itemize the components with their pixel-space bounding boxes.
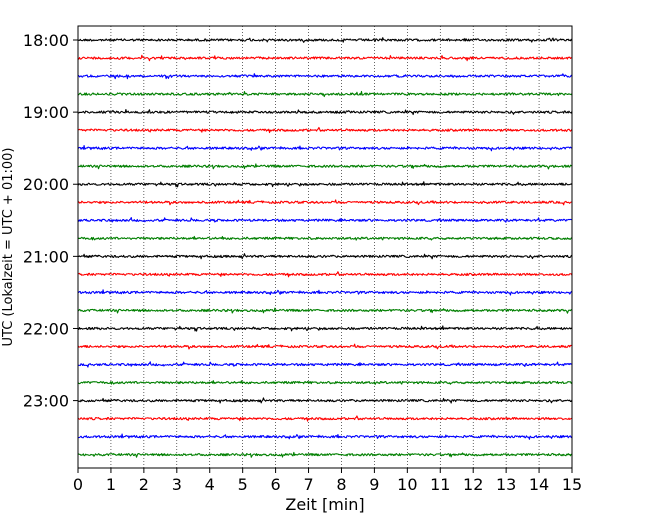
trace-2115 bbox=[77, 271, 573, 278]
trace-1845 bbox=[77, 90, 573, 98]
x-tick-label: 10 bbox=[397, 475, 417, 494]
y-tick-label: 21:00 bbox=[23, 247, 69, 266]
trace-2245 bbox=[77, 380, 573, 385]
trace-2145 bbox=[77, 307, 573, 314]
trace-2045 bbox=[77, 235, 573, 241]
trace-1830 bbox=[77, 73, 573, 80]
x-tick-label: 7 bbox=[303, 475, 313, 494]
trace-2015 bbox=[77, 199, 573, 206]
x-tick-label: 11 bbox=[430, 475, 450, 494]
trace-2215 bbox=[77, 343, 573, 350]
trace-1915 bbox=[77, 126, 573, 134]
trace-2130 bbox=[77, 289, 573, 296]
trace-1900 bbox=[77, 109, 573, 116]
x-tick-label: 13 bbox=[496, 475, 516, 494]
y-tick-label: 23:00 bbox=[23, 392, 69, 411]
x-axis-label: Zeit [min] bbox=[285, 495, 364, 514]
trace-2000 bbox=[77, 181, 573, 188]
x-tick-label: 0 bbox=[73, 475, 83, 494]
trace-2300 bbox=[77, 397, 573, 404]
trace-2345 bbox=[77, 451, 573, 458]
plot-background bbox=[78, 26, 572, 468]
trace-2330 bbox=[77, 433, 573, 440]
y-axis-ticks: 18:00 19:00 20:00 21:00 22:00 23:00 bbox=[23, 31, 78, 411]
trace-1945 bbox=[77, 163, 573, 170]
y-tick-label: 19:00 bbox=[23, 103, 69, 122]
trace-1815 bbox=[77, 54, 573, 62]
x-tick-label: 3 bbox=[172, 475, 182, 494]
trace-2230 bbox=[77, 361, 573, 368]
trace-1800 bbox=[77, 37, 573, 43]
x-tick-label: 15 bbox=[562, 475, 582, 494]
trace-2030 bbox=[77, 217, 573, 223]
x-tick-label: 8 bbox=[336, 475, 346, 494]
trace-1930 bbox=[77, 145, 573, 152]
y-axis-label: UTC (Lokalzeit = UTC + 01:00) bbox=[1, 148, 16, 347]
x-tick-label: 14 bbox=[529, 475, 549, 494]
y-tick-label: 18:00 bbox=[23, 31, 69, 50]
plot-frame bbox=[77, 25, 573, 469]
trace-2100 bbox=[77, 253, 573, 260]
y-tick-label: 20:00 bbox=[23, 175, 69, 194]
x-tick-label: 4 bbox=[205, 475, 215, 494]
x-tick-label: 6 bbox=[271, 475, 281, 494]
trace-2200 bbox=[77, 325, 573, 332]
x-tick-label: 1 bbox=[106, 475, 116, 494]
x-tick-label: 2 bbox=[139, 475, 149, 494]
y-tick-label: 22:00 bbox=[23, 319, 69, 338]
x-tick-label: 9 bbox=[369, 475, 379, 494]
trace-group bbox=[77, 37, 573, 458]
x-tick-label: 12 bbox=[463, 475, 483, 494]
x-axis-ticks: 0 1 2 3 4 5 6 7 8 9 10 11 12 13 14 15 bbox=[73, 468, 582, 494]
x-tick-label: 5 bbox=[238, 475, 248, 494]
trace-2315 bbox=[77, 415, 573, 422]
